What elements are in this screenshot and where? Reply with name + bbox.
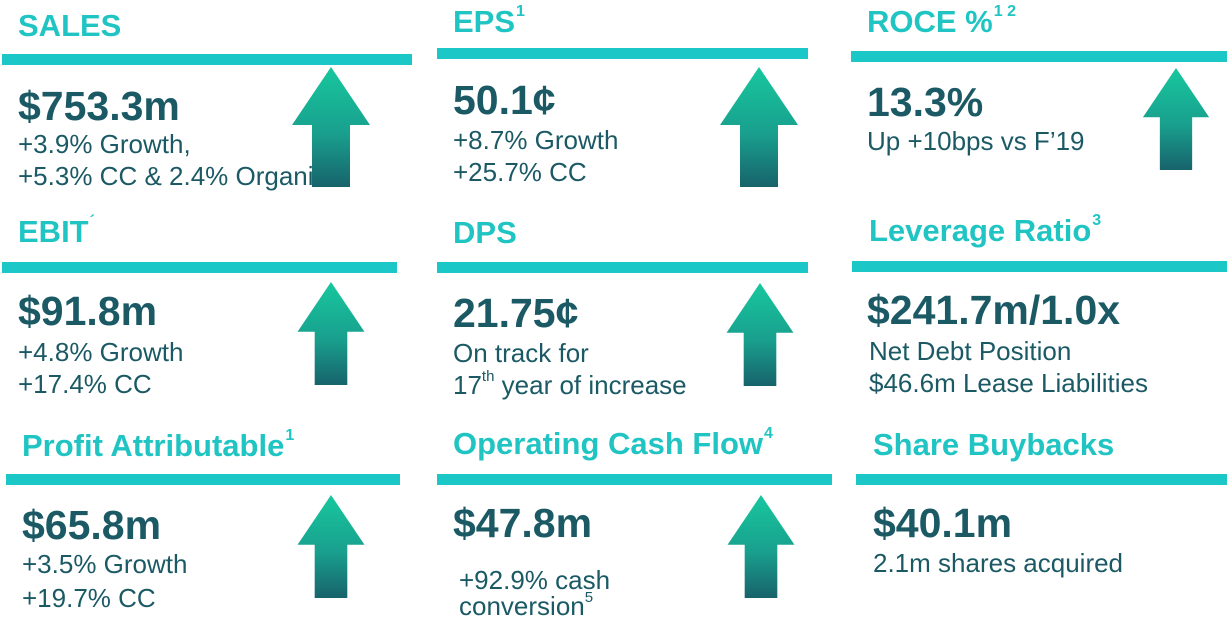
up-arrow-icon bbox=[297, 282, 365, 385]
metric-value: 21.75¢ bbox=[453, 290, 579, 336]
ordinal-suffix: th bbox=[481, 368, 495, 385]
metric-detail-line-2: conversion5 bbox=[459, 590, 593, 621]
footnote-marker: 5 bbox=[584, 589, 594, 606]
title-underline bbox=[856, 474, 1227, 485]
metric-value: 13.3% bbox=[867, 79, 984, 125]
card-title: DPS bbox=[453, 217, 517, 248]
metric-detail-line-2: +25.7% CC bbox=[453, 157, 587, 187]
metric-detail-line-1: On track for bbox=[453, 338, 589, 368]
card-title-text: Leverage Ratio bbox=[869, 213, 1092, 248]
card-title: Profit Attributable1 bbox=[22, 427, 295, 463]
metric-detail-line-1: +92.9% cash bbox=[459, 565, 611, 595]
card-title: Leverage Ratio3 bbox=[869, 212, 1102, 248]
card-title-text: Profit Attributable bbox=[22, 428, 285, 463]
card-title: EPS1 bbox=[453, 3, 525, 39]
card-title-text: DPS bbox=[453, 215, 517, 250]
metric-value: $40.1m bbox=[873, 500, 1013, 546]
up-arrow-icon bbox=[726, 283, 794, 386]
metric-value: 50.1¢ bbox=[453, 77, 556, 123]
card-title-text: Share Buybacks bbox=[873, 427, 1115, 462]
up-arrow-icon bbox=[297, 495, 365, 598]
title-underline bbox=[6, 474, 400, 485]
card-title: Operating Cash Flow4 bbox=[453, 425, 773, 461]
metric-value: $65.8m bbox=[22, 502, 162, 548]
metric-detail-line-2: +5.3% CC & 2.4% Organic6 bbox=[18, 160, 335, 191]
card-title: EBIT´ bbox=[18, 213, 95, 249]
metric-detail-line-2: +19.7% CC bbox=[22, 583, 156, 613]
metric-detail-line-2: +17.4% CC bbox=[18, 369, 152, 399]
metric-detail-line-1: +3.9% Growth, bbox=[18, 129, 191, 159]
metric-value: $753.3m bbox=[18, 83, 180, 129]
card-title: Share Buybacks bbox=[873, 429, 1114, 460]
metric-detail-line-1: Net Debt Position bbox=[869, 336, 1072, 366]
title-underline bbox=[2, 262, 397, 273]
card-title-text: EBIT bbox=[18, 214, 89, 249]
card-title-text: SALES bbox=[18, 8, 122, 43]
up-arrow-icon bbox=[727, 495, 795, 598]
up-arrow-icon bbox=[1142, 68, 1210, 170]
metric-detail-line-1: Up +10bps vs F’19 bbox=[867, 126, 1085, 156]
footnote-marker: 1 bbox=[516, 3, 525, 20]
metric-value: $47.8m bbox=[453, 500, 593, 546]
metric-value: $241.7m/1.0x bbox=[867, 287, 1121, 333]
card-title: ROCE %1 2 bbox=[867, 3, 1016, 39]
card-title-text: ROCE % bbox=[867, 4, 993, 39]
footnote-marker: 1 2 bbox=[993, 3, 1016, 20]
up-arrow-icon bbox=[720, 67, 798, 187]
footnote-marker: 1 bbox=[285, 427, 295, 444]
metric-detail-line-1: +8.7% Growth bbox=[453, 125, 619, 155]
title-underline bbox=[437, 48, 808, 59]
detail-text: 17 bbox=[453, 370, 482, 400]
metric-detail-line-1: +4.8% Growth bbox=[18, 337, 184, 367]
title-underline bbox=[437, 474, 832, 485]
title-underline bbox=[851, 51, 1227, 62]
detail-text: year of increase bbox=[494, 370, 687, 400]
up-arrow-icon bbox=[292, 67, 370, 187]
footnote-marker: ´ bbox=[89, 213, 95, 230]
metric-detail-line-2: 17th year of increase bbox=[453, 369, 687, 400]
detail-text: conversion bbox=[459, 591, 585, 621]
detail-text: +5.3% CC & 2.4% Organic bbox=[18, 161, 327, 191]
footnote-marker: 3 bbox=[1092, 212, 1102, 229]
footnote-marker: 4 bbox=[764, 425, 773, 442]
metric-detail-line-1: +3.5% Growth bbox=[22, 549, 188, 579]
metric-detail-line-1: 2.1m shares acquired bbox=[873, 548, 1124, 578]
card-title-text: Operating Cash Flow bbox=[453, 426, 764, 461]
title-underline bbox=[852, 261, 1227, 272]
title-underline bbox=[2, 54, 412, 65]
card-title: SALES bbox=[18, 10, 121, 41]
card-title-text: EPS bbox=[453, 4, 516, 39]
metric-detail-line-2: $46.6m Lease Liabilities bbox=[869, 368, 1148, 398]
title-underline bbox=[437, 262, 808, 273]
metric-value: $91.8m bbox=[18, 288, 158, 334]
